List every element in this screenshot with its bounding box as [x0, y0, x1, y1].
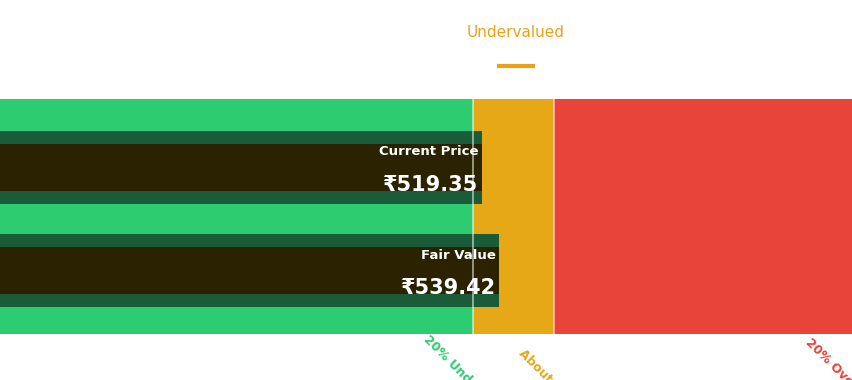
- Bar: [473, 99, 554, 334]
- Text: Current Price: Current Price: [378, 145, 478, 158]
- Bar: [554, 99, 852, 334]
- Text: About Right: About Right: [515, 347, 584, 380]
- Bar: [0, 144, 481, 191]
- Bar: [0, 234, 498, 307]
- Text: ₹519.35: ₹519.35: [383, 175, 478, 195]
- Text: Undervalued: Undervalued: [467, 25, 564, 40]
- Bar: [0, 131, 481, 204]
- Bar: [0, 99, 473, 334]
- Text: ₹539.42: ₹539.42: [400, 279, 495, 298]
- Bar: [0, 247, 498, 294]
- Text: Fair Value: Fair Value: [420, 249, 495, 262]
- Text: 20% Undervalued: 20% Undervalued: [420, 333, 516, 380]
- Text: 20% Overvalued: 20% Overvalued: [803, 336, 852, 380]
